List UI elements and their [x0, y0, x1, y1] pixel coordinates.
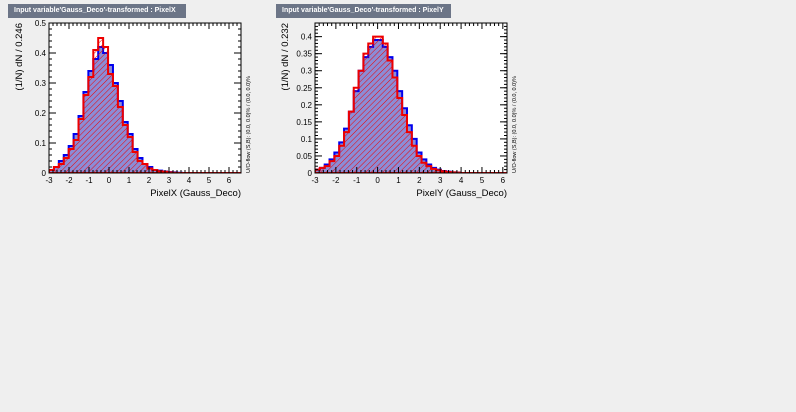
x-tick-label: -2 — [332, 176, 340, 185]
overflow-info-label: U/O-flow (S,B): (0.0, 0.0)% / (0.0, 0.0)… — [512, 76, 518, 173]
y-tick-label: 0.15 — [296, 118, 312, 127]
x-axis-label: PixelY (Gauss_Deco) — [416, 188, 507, 199]
x-tick-label: 5 — [207, 176, 212, 185]
y-tick-label: 0.05 — [296, 152, 312, 161]
y-tick-label: 0.3 — [301, 67, 313, 76]
x-tick-label: -3 — [311, 176, 319, 185]
x-tick-label: 2 — [417, 176, 422, 185]
x-tick-label: 4 — [459, 176, 464, 185]
x-tick-label: 3 — [438, 176, 443, 185]
y-tick-label: 0.5 — [35, 19, 47, 28]
x-tick-label: 2 — [147, 176, 152, 185]
x-tick-label: 6 — [501, 176, 506, 185]
x-tick-label: -3 — [45, 176, 53, 185]
x-tick-label: 1 — [127, 176, 132, 185]
panel-title: Input variable'Gauss_Deco'-transformed :… — [8, 4, 186, 18]
y-axis-label: (1/N) dN / 0.246 — [14, 23, 25, 91]
x-tick-label: 3 — [167, 176, 172, 185]
histogram-plot-pixely: -3 -2 -1 0 1 2 3 4 5 6 0 0.05 0.1 0.15 0.2 0.25 0.3 0.35 0… — [280, 22, 518, 199]
x-tick-label: 5 — [480, 176, 485, 185]
y-tick-label: 0.3 — [35, 79, 47, 88]
y-tick-label: 0.35 — [296, 50, 312, 59]
overflow-info-label: U/O-flow (S,B): (0.0, 0.0)% / (0.0, 0.0)… — [246, 76, 252, 173]
y-tick-label: 0.1 — [301, 135, 313, 144]
y-tick-label: 0 — [42, 169, 47, 178]
histogram-plot-pixelx: -3 -2 -1 0 1 2 3 4 5 6 0 0.1 0.2 0.3 0.4 0.5 PixelX (Gau… — [14, 19, 252, 199]
x-tick-label: 4 — [187, 176, 192, 185]
background-histogram — [49, 37, 241, 173]
x-tick-label: -1 — [85, 176, 93, 185]
y-tick-label: 0.25 — [296, 84, 312, 93]
y-tick-label: 0.4 — [35, 49, 47, 58]
y-tick-label: 0 — [308, 169, 313, 178]
x-tick-label: 6 — [227, 176, 232, 185]
y-tick-label: 0.2 — [301, 101, 313, 110]
histogram-panel-pixely: Input variable'Gauss_Deco'-transformed :… — [266, 0, 532, 200]
panel-title: Input variable'Gauss_Deco'-transformed :… — [276, 4, 451, 18]
x-tick-label: 0 — [375, 176, 380, 185]
histogram-panel-pixelx: Input variable'Gauss_Deco'-transformed :… — [0, 0, 266, 200]
y-tick-label: 0.1 — [35, 139, 47, 148]
histogram-series — [49, 37, 241, 173]
x-tick-label: 0 — [107, 176, 112, 185]
x-tick-label: -2 — [65, 176, 73, 185]
x-axis-label: PixelX (Gauss_Deco) — [150, 188, 241, 199]
x-tick-label: -1 — [353, 176, 361, 185]
y-axis-label: (1/N) dN / 0.232 — [280, 23, 291, 91]
y-tick-label: 0.2 — [35, 109, 47, 118]
x-tick-label: 1 — [396, 176, 401, 185]
y-tick-label: 0.4 — [301, 33, 313, 42]
